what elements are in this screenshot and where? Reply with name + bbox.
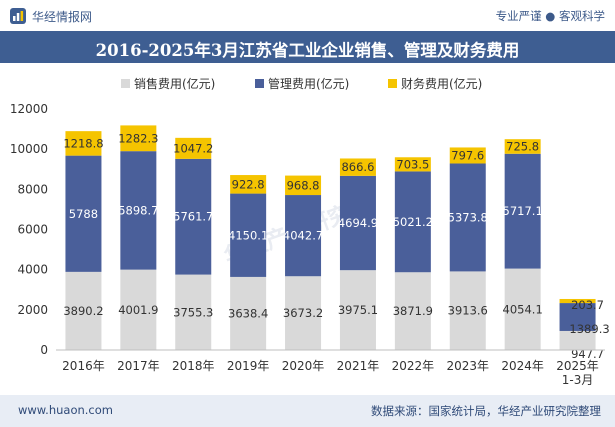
data-label-0-0: 3890.2: [63, 304, 103, 318]
logo-text: 华经情报网: [32, 10, 93, 24]
website-link[interactable]: www.huaon.com: [18, 403, 113, 417]
bar-0-8: [504, 268, 541, 350]
footer-bar: www.huaon.com 数据来源：国家统计局，华经产业研究院整理: [0, 395, 615, 427]
data-label-0-1: 4001.9: [118, 303, 158, 317]
data-label-2-1: 1282.3: [118, 131, 158, 145]
y-tick-label: 4000: [17, 263, 48, 277]
data-label-1-7: 5373.8: [448, 210, 488, 224]
legend-label-0: 销售费用(亿元): [134, 76, 215, 91]
data-label-1-6: 5021.2: [393, 215, 433, 229]
title-bar: 2016-2025年3月江苏省工业企业销售、管理及财务费用: [0, 31, 615, 63]
bar-2-2: [175, 137, 212, 159]
x-tick-label: 2019年: [227, 359, 270, 373]
x-tick-label: 2018年: [172, 359, 215, 373]
data-label-0-4: 3673.2: [283, 306, 323, 320]
bar-0-5: [339, 270, 376, 350]
data-label-2-3: 922.8: [232, 177, 265, 191]
bar-2-7: [449, 147, 486, 164]
bar-2-0: [65, 131, 102, 156]
tagline: 专业严谨 ● 客观科学: [495, 9, 605, 23]
bar-0-4: [285, 276, 322, 350]
legend-label-1: 管理费用(亿元): [268, 76, 349, 91]
bar-1-3: [230, 193, 267, 277]
bar-2-5: [339, 158, 376, 176]
data-label-0-6: 3871.9: [393, 304, 433, 318]
x-tick-label: 1-3月: [562, 373, 594, 387]
data-label-1-5: 4694.9: [338, 216, 378, 230]
top-bar: 华经情报网 专业严谨 ● 客观科学: [0, 0, 615, 31]
y-tick-label: 12000: [10, 102, 48, 116]
x-tick-label: 2025年: [556, 359, 599, 373]
data-label-2-6: 703.5: [396, 157, 429, 171]
y-tick-label: 10000: [10, 142, 48, 156]
x-tick-label: 2021年: [337, 359, 380, 373]
data-label-2-0: 1218.8: [63, 136, 103, 150]
x-tick-label: 2017年: [117, 359, 160, 373]
legend-swatch-1: [255, 79, 264, 88]
bar-1-0: [65, 155, 102, 272]
x-tick-label: 2022年: [392, 359, 435, 373]
bar-1-4: [285, 195, 322, 277]
data-label-2-5: 866.6: [341, 160, 374, 174]
bar-2-1: [120, 125, 157, 152]
bar-0-0: [65, 271, 102, 350]
data-label-0-3: 3638.4: [228, 306, 268, 320]
data-label-2-8: 725.8: [506, 139, 539, 153]
data-label-0-2: 3755.3: [173, 305, 213, 319]
y-tick-label: 2000: [17, 303, 48, 317]
x-tick-label: 2020年: [282, 359, 325, 373]
bar-1-9: [559, 303, 596, 331]
x-tick-label: 2016年: [62, 359, 105, 373]
bar-2-6: [394, 157, 431, 172]
data-source: 数据来源：国家统计局，华经产业研究院整理: [371, 404, 601, 418]
data-label-1-2: 5761.7: [173, 210, 213, 224]
bar-0-2: [175, 274, 212, 350]
data-label-1-9: 1389.3: [569, 322, 609, 336]
bar-1-1: [120, 151, 157, 270]
bar-0-9: [559, 330, 596, 350]
data-label-0-7: 3913.6: [448, 304, 488, 318]
bar-1-8: [504, 153, 541, 269]
x-tick-label: 2023年: [446, 359, 489, 373]
bar-0-3: [230, 276, 267, 350]
data-label-1-8: 5717.1: [503, 204, 543, 218]
x-tick-label: 2024年: [501, 359, 544, 373]
data-label-0-5: 3975.1: [338, 303, 378, 317]
y-tick-label: 8000: [17, 182, 48, 196]
bar-2-9: [559, 298, 596, 304]
legend-swatch-2: [388, 79, 397, 88]
data-label-2-2: 1047.2: [173, 141, 213, 155]
legend-label-2: 财务费用(亿元): [401, 76, 482, 91]
y-tick-label: 6000: [17, 223, 48, 237]
bar-2-8: [504, 139, 541, 154]
bar-1-7: [449, 163, 486, 272]
bar-0-7: [449, 271, 486, 350]
data-label-0-8: 4054.1: [503, 302, 543, 316]
bar-1-6: [394, 171, 431, 273]
logo-icon: [10, 8, 26, 24]
y-tick-label: 0: [40, 343, 48, 357]
bar-0-6: [394, 272, 431, 350]
data-label-2-9: 203.7: [571, 298, 604, 312]
bar-1-5: [339, 175, 376, 271]
data-label-2-4: 968.8: [287, 178, 320, 192]
data-label-1-4: 4042.7: [283, 229, 323, 243]
chart-title: 2016-2025年3月江苏省工业企业销售、管理及财务费用: [95, 41, 520, 60]
bar-2-3: [230, 175, 267, 194]
data-label-1-1: 5898.7: [118, 203, 158, 217]
legend-swatch-0: [121, 79, 130, 88]
data-label-2-7: 797.6: [451, 148, 484, 162]
chart-area: 华经产业研究院销售费用(亿元)管理费用(亿元)财务费用(亿元)020004000…: [10, 76, 610, 387]
bar-1-2: [175, 158, 212, 275]
data-label-1-3: 4150.1: [228, 228, 268, 242]
data-label-1-0: 5788: [69, 207, 98, 221]
bar-2-4: [285, 175, 322, 196]
bar-0-1: [120, 269, 157, 350]
